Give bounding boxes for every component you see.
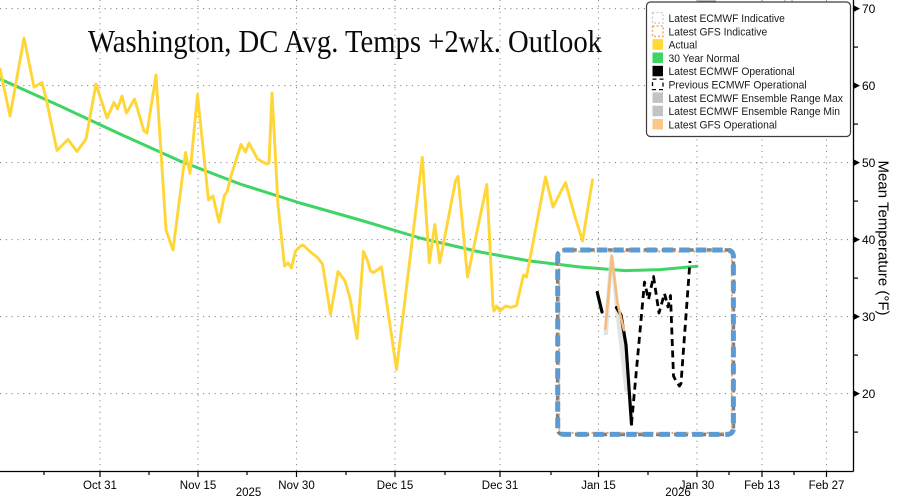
svg-text:Oct 31: Oct 31 [83,480,117,492]
svg-text:Washington, DC Avg. Temps +2wk: Washington, DC Avg. Temps +2wk. Outlook [88,23,602,59]
svg-text:50: 50 [862,156,876,170]
svg-text:60: 60 [862,79,876,93]
svg-text:20: 20 [862,387,876,401]
svg-text:Dec 15: Dec 15 [377,480,413,492]
svg-text:Nov 15: Nov 15 [180,480,216,492]
svg-text:Feb 13: Feb 13 [744,480,780,492]
svg-text:Dec 31: Dec 31 [482,480,518,492]
svg-text:Latest ECMWF Indicative: Latest ECMWF Indicative [669,13,785,25]
svg-text:70: 70 [862,2,876,16]
svg-text:Nov 30: Nov 30 [278,480,314,492]
svg-text:Jan 15: Jan 15 [581,480,616,492]
svg-text:Latest ECMWF Operational: Latest ECMWF Operational [669,66,795,78]
svg-text:Jan 30: Jan 30 [680,480,715,492]
svg-text:Actual: Actual [669,40,698,52]
svg-text:Latest GFS Indicative: Latest GFS Indicative [669,26,768,38]
svg-text:Latest GFS Operational: Latest GFS Operational [669,119,777,131]
svg-text:Previous ECMWF Operational: Previous ECMWF Operational [669,80,807,92]
svg-text:Mean Temperature (°F): Mean Temperature (°F) [875,161,892,316]
svg-text:Latest ECMWF Ensemble Range Ma: Latest ECMWF Ensemble Range Max [669,93,844,105]
svg-text:Latest ECMWF Ensemble Range Mi: Latest ECMWF Ensemble Range Min [669,106,841,118]
svg-text:2026: 2026 [665,487,691,497]
svg-text:Feb 27: Feb 27 [809,480,845,492]
svg-text:2025: 2025 [236,487,262,497]
svg-text:40: 40 [862,233,876,247]
svg-text:30: 30 [862,310,876,324]
svg-text:30 Year Normal: 30 Year Normal [669,53,740,65]
